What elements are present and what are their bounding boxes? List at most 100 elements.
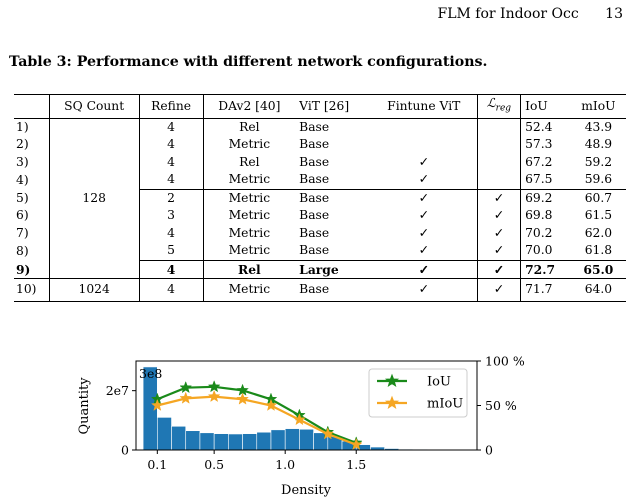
iou-cell: 67.5 <box>520 171 571 190</box>
vit-cell: Base <box>299 225 330 240</box>
histogram-bar <box>157 417 172 451</box>
table-row: 7) 4 Metric Base ✓ ✓ 70.2 62.0 <box>14 224 626 243</box>
y-axis-label: Quantity <box>77 377 92 435</box>
table-row: 2) 4 Metric Base 57.3 48.9 <box>14 136 626 154</box>
running-title: FLM for Indoor Occ <box>437 6 579 22</box>
miou-cell: 61.5 <box>584 208 613 223</box>
dav2-cell: Rel <box>202 259 296 279</box>
series-line-miou <box>157 395 357 446</box>
vit-cell: Base <box>299 208 330 223</box>
series-point-miou <box>150 398 164 411</box>
finetune-vit-cell <box>371 118 478 136</box>
table-row: 8) 5 Metric Base ✓ ✓ 70.0 61.8 <box>14 242 626 261</box>
row-index: 4) <box>16 172 29 187</box>
table-row: 9) 4 Rel Large ✓ ✓ 72.7 65.0 <box>14 259 626 279</box>
vit-cell: Base <box>299 243 330 258</box>
vit-cell: Large <box>295 259 371 279</box>
histogram-bar <box>270 429 286 451</box>
vit-cell: Base <box>299 282 330 297</box>
miou-cell: 62.0 <box>584 225 613 240</box>
col-header-finetune-vit: Fintune ViT <box>387 98 461 113</box>
row-index: 7) <box>16 225 29 240</box>
iou-cell: 71.7 <box>520 278 571 302</box>
vit-cell: Base <box>295 188 371 208</box>
col-header-iou: IoU <box>520 94 571 119</box>
finetune-vit-cell: ✓ <box>370 259 478 279</box>
dav2-cell: Rel <box>202 153 296 172</box>
series-point-iou <box>179 380 193 394</box>
row-index: 3) <box>16 154 29 169</box>
dav2-cell: Metric <box>202 207 296 225</box>
histogram-bar <box>284 428 300 451</box>
refine-cell: 4 <box>138 171 203 190</box>
row-index: 6) <box>16 208 29 223</box>
lreg-cell: ✓ <box>476 278 521 302</box>
iou-cell: 72.7 <box>520 259 571 279</box>
running-header: FLM for Indoor Occ 13 <box>416 6 624 22</box>
histogram-bar <box>256 431 272 451</box>
vit-cell: Base <box>299 154 330 169</box>
row-index: 2) <box>16 137 29 152</box>
miou-cell: 43.9 <box>584 119 613 134</box>
legend-marker-miou <box>384 395 400 410</box>
col-header-sq-count: SQ Count <box>48 94 140 119</box>
x-tick-label: 1.5 <box>346 457 366 472</box>
table-row: 6) 3 Metric Base ✓ ✓ 69.8 61.5 <box>14 207 626 225</box>
finetune-vit-cell: ✓ <box>418 154 429 169</box>
miou-cell: 60.7 <box>570 188 626 208</box>
histogram-bar <box>171 425 187 451</box>
dav2-cell: Metric <box>202 278 296 302</box>
y-left-tick-label: 2e7 <box>106 383 129 398</box>
series-point-miou <box>349 437 363 451</box>
dav2-cell: Metric <box>202 242 296 261</box>
table-row: 3) 4 Rel Base ✓ 67.2 59.2 <box>14 153 626 172</box>
row-index: 9) <box>16 261 31 277</box>
y-right-tick-label: 0 <box>485 443 493 458</box>
row-index: 10) <box>16 282 37 297</box>
dav2-cell: Metric <box>202 171 296 190</box>
lreg-cell: ✓ <box>476 224 521 243</box>
finetune-vit-cell: ✓ <box>418 243 429 258</box>
series-line-iou <box>156 385 357 444</box>
table-row: 5) 2 Metric Base ✓ ✓ 69.2 60.7 <box>14 188 626 208</box>
histogram-bar <box>242 433 258 451</box>
dav2-cell: Metric <box>202 188 296 208</box>
refine-cell: 5 <box>138 242 203 261</box>
finetune-vit-cell: ✓ <box>370 188 478 208</box>
miou-cell: 64.0 <box>584 282 613 297</box>
refine-cell: 2 <box>138 188 203 208</box>
vit-cell: Base <box>299 137 330 152</box>
refine-cell: 4 <box>138 153 203 172</box>
refine-cell: 4 <box>138 278 203 302</box>
legend-label-iou: IoU <box>427 375 451 390</box>
miou-cell: 59.6 <box>584 172 613 187</box>
table-row: 10) 1024 4 Metric Base ✓ ✓ 71.7 64.0 <box>14 278 626 302</box>
refine-cell: 4 <box>138 259 203 279</box>
refine-cell: 4 <box>138 224 203 243</box>
col-header-vit: ViT [26] <box>299 98 350 113</box>
lreg-cell: ✓ <box>476 259 521 279</box>
histogram-bar <box>228 433 243 451</box>
y-right-tick-label: 50 % <box>485 398 517 413</box>
lreg-cell <box>476 136 521 154</box>
results-table: SQ Count Refine DAv2 [40] ViT [26] Fintu… <box>14 94 626 302</box>
miou-cell: 61.8 <box>584 243 613 258</box>
x-tick-label: 1.0 <box>275 457 295 472</box>
iou-cell: 70.2 <box>520 224 571 243</box>
iou-cell: 52.4 <box>520 118 571 137</box>
refine-cell: 3 <box>138 207 203 225</box>
col-header-miou: mIoU <box>581 98 616 113</box>
legend-marker-iou <box>384 373 400 388</box>
series-point-miou <box>207 389 221 403</box>
dav2-cell: Metric <box>202 136 296 154</box>
finetune-vit-cell: ✓ <box>418 208 429 223</box>
sq-count-cell: 1024 <box>48 278 140 302</box>
series-point-miou <box>293 413 306 426</box>
lreg-cell: ✓ <box>476 242 521 261</box>
dav2-cell: Metric <box>202 224 296 243</box>
histogram-bar <box>213 433 229 451</box>
col-header-refine: Refine <box>138 94 203 119</box>
finetune-vit-cell <box>371 136 478 154</box>
table-row: 4) 4 Metric Base ✓ 67.5 59.6 <box>14 171 626 190</box>
row-index: 8) <box>16 243 29 258</box>
